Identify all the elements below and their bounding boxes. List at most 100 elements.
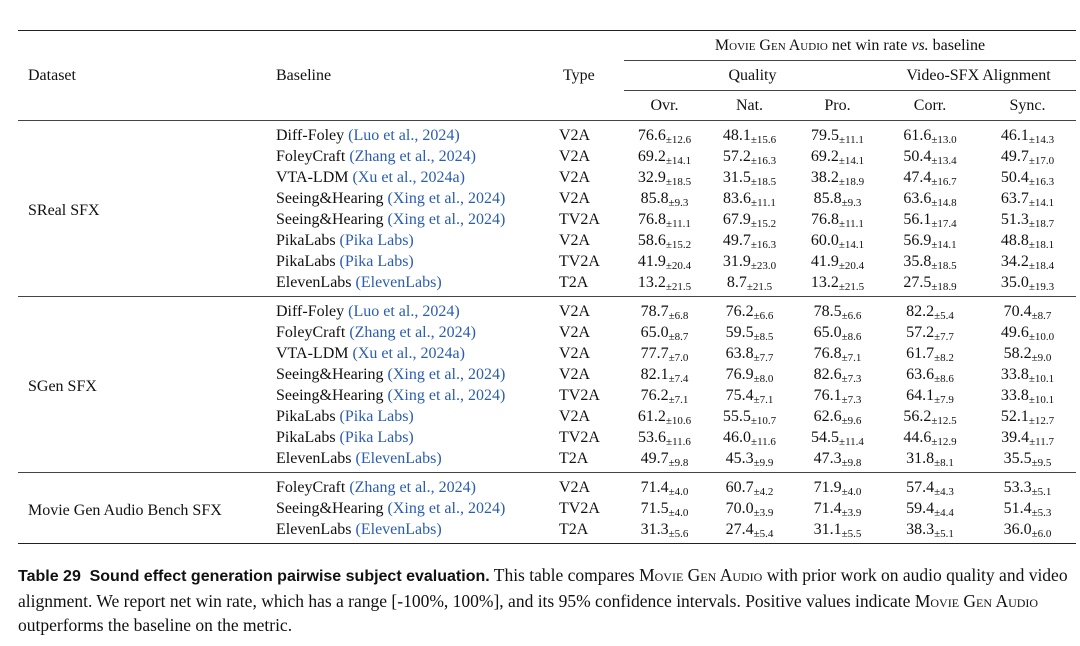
value-cell: 79.5±11.1 — [794, 120, 881, 146]
win-rate: 57.2 — [906, 324, 935, 341]
confidence-interval: ±14.1 — [1028, 197, 1055, 209]
win-rate: 59.5 — [725, 324, 754, 341]
win-rate: 59.4 — [906, 500, 935, 517]
value-cell: 52.1±12.7 — [979, 406, 1076, 427]
citation: (Zhang et al., 2024) — [349, 324, 476, 341]
value-cell: 58.2±9.0 — [979, 343, 1076, 364]
value-cell: 77.7±7.0 — [624, 343, 705, 364]
value-cell: 57.4±4.3 — [881, 472, 979, 498]
value-cell: 76.6±12.6 — [624, 120, 705, 146]
value-cell: 41.9±20.4 — [624, 251, 705, 272]
value-cell: 45.3±9.9 — [705, 448, 794, 473]
value-cell: 51.4±5.3 — [979, 498, 1076, 519]
confidence-interval: ±20.4 — [665, 260, 692, 272]
confidence-interval: ±11.1 — [751, 197, 776, 209]
value-cell: 71.5±4.0 — [624, 498, 705, 519]
confidence-interval: ±18.9 — [838, 176, 865, 188]
header-quality: Quality — [624, 60, 881, 91]
value-cell: 49.7±9.8 — [624, 448, 705, 473]
win-rate: 60.0 — [810, 232, 839, 249]
type-cell: TV2A — [559, 387, 600, 404]
model-name: ElevenLabs — [276, 450, 352, 467]
confidence-interval: ±18.5 — [931, 260, 957, 272]
confidence-interval: ±6.0 — [1031, 528, 1052, 540]
table-row: FoleyCraft (Zhang et al., 2024) V2A 65.0±8… — [18, 322, 1076, 343]
confidence-interval: ±8.0 — [753, 373, 774, 385]
value-cell: 65.0±8.6 — [794, 322, 881, 343]
value-cell: 31.9±23.0 — [705, 251, 794, 272]
confidence-interval: ±8.1 — [934, 457, 954, 469]
win-rate: 71.5 — [640, 500, 669, 517]
confidence-interval: ±5.6 — [668, 528, 689, 540]
value-cell: 63.6±8.6 — [881, 364, 979, 385]
model-name: Seeing&Hearing — [276, 387, 384, 404]
caption-label: Table 29 — [18, 568, 81, 585]
baseline-cell: Seeing&Hearing (Xing et al., 2024) — [266, 364, 553, 385]
confidence-interval: ±15.2 — [665, 239, 692, 251]
win-rate: 61.6 — [903, 127, 932, 144]
confidence-interval: ±8.6 — [841, 331, 862, 343]
value-cell: 33.8±10.1 — [979, 385, 1076, 406]
confidence-interval: ±10.6 — [665, 415, 692, 427]
win-rate: 31.3 — [640, 521, 669, 538]
win-rate: 69.2 — [810, 148, 839, 165]
confidence-interval: ±14.1 — [838, 239, 865, 251]
confidence-interval: ±13.0 — [931, 134, 957, 146]
win-rate: 82.1 — [640, 366, 669, 383]
confidence-interval: ±14.1 — [665, 155, 692, 167]
value-cell: 76.8±11.1 — [624, 209, 705, 230]
win-rate: 83.6 — [723, 190, 752, 207]
value-cell: 59.5±8.5 — [705, 322, 794, 343]
value-cell: 76.8±11.1 — [794, 209, 881, 230]
table-row: Movie Gen Audio Bench SFX FoleyCraft (Zha… — [18, 472, 1077, 544]
win-rate: 76.1 — [813, 387, 842, 404]
confidence-interval: ±8.7 — [668, 331, 689, 343]
citation: (Zhang et al., 2024) — [349, 479, 476, 496]
win-rate: 77.7 — [640, 345, 669, 362]
table-row: PikaLabs (Pika Labs) V2A 58.6±15.2 49.7±16.… — [18, 230, 1076, 251]
header-group-vs: vs. — [911, 37, 929, 54]
table-row: VTA-LDM (Xu et al., 2024a) V2A 77.7±7.0 63.… — [18, 343, 1076, 364]
confidence-interval: ±4.4 — [934, 507, 954, 519]
value-cell: 47.3±9.8 — [794, 448, 881, 473]
baseline-cell: Seeing&Hearing (Xing et al., 2024) — [266, 188, 553, 209]
caption: Table 29 Sound effect generation pairwis… — [18, 563, 1078, 637]
win-rate: 27.4 — [725, 521, 754, 538]
header-alignment: Video-SFX Alignment — [881, 60, 1077, 91]
value-cell: 63.7±14.1 — [979, 188, 1076, 209]
confidence-interval: ±17.4 — [931, 218, 957, 230]
table-row: SReal SFX Diff-Foley (Luo et al., 2024) V2… — [18, 120, 1077, 297]
table-row: Seeing&Hearing (Xing et al., 2024) V2A 82.… — [18, 364, 1076, 385]
win-rate: 76.8 — [813, 345, 842, 362]
value-cell: 63.6±14.8 — [881, 188, 979, 209]
baseline-cell: Diff-Foley (Luo et al., 2024) — [266, 296, 553, 322]
win-rate: 41.9 — [637, 253, 666, 270]
type-cell: V2A — [559, 408, 591, 425]
model-name: Seeing&Hearing — [276, 190, 384, 207]
value-cell: 34.2±18.4 — [979, 251, 1076, 272]
confidence-interval: ±23.0 — [750, 260, 777, 272]
win-rate: 32.9 — [637, 169, 666, 186]
baseline-cell: VTA-LDM (Xu et al., 2024a) — [266, 343, 553, 364]
value-cell: 31.3±5.6 — [624, 519, 705, 544]
header-dataset: Dataset — [28, 67, 76, 84]
value-cell: 55.5±10.7 — [705, 406, 794, 427]
value-cell: 65.0±8.7 — [624, 322, 705, 343]
table-row: SGen SFX Diff-Foley (Luo et al., 2024) V2A… — [18, 296, 1077, 473]
value-cell: 48.8±18.1 — [979, 230, 1076, 251]
win-rate: 35.5 — [1003, 450, 1032, 467]
value-cell: 13.2±21.5 — [624, 272, 705, 297]
value-cell: 35.5±9.5 — [979, 448, 1076, 473]
win-rate: 33.8 — [1000, 387, 1029, 404]
win-rate: 56.2 — [903, 408, 932, 425]
win-rate: 49.7 — [640, 450, 669, 467]
header-metric: Corr. — [913, 97, 947, 114]
win-rate: 31.9 — [722, 253, 751, 270]
win-rate: 35.0 — [1000, 274, 1029, 291]
confidence-interval: ±3.9 — [753, 507, 774, 519]
win-rate: 70.4 — [1003, 303, 1032, 320]
win-rate: 76.2 — [725, 303, 754, 320]
baseline-cell: Seeing&Hearing (Xing et al., 2024) — [266, 498, 553, 519]
value-cell: 76.9±8.0 — [705, 364, 794, 385]
